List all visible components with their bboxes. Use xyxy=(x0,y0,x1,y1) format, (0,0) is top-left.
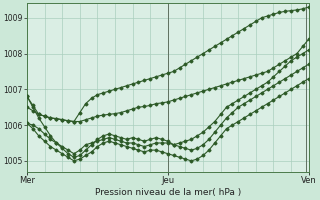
X-axis label: Pression niveau de la mer( hPa ): Pression niveau de la mer( hPa ) xyxy=(95,188,241,197)
